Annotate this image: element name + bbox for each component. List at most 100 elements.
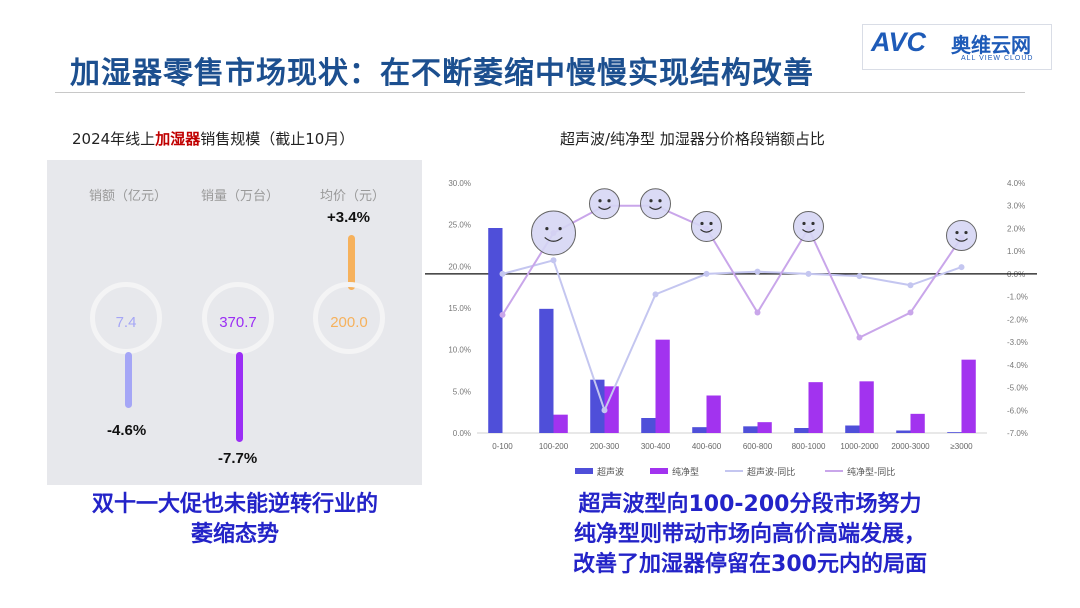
right-axis-tick-label: 3.0% <box>1007 202 1025 211</box>
right-caption-line-2: 纯净型则带动市场向高价高端发展， <box>573 522 926 547</box>
point-ultrasonic-yoy <box>499 270 506 277</box>
left-title-highlight: 加湿器 <box>155 130 201 148</box>
left-title-suffix: 销售规模（截止10月） <box>200 130 355 148</box>
x-category-label: 200-300 <box>590 442 620 451</box>
left-axis-tick-label: 25.0% <box>448 221 471 230</box>
smiley-icon <box>691 210 722 242</box>
smiley-mouth <box>544 236 563 242</box>
legend-label: 纯净型-同比 <box>847 466 895 478</box>
left-caption-line-1: 双十一大促也未能逆转行业的 <box>91 492 378 517</box>
logo-en-text: ALL VIEW CLOUD <box>961 55 1034 62</box>
right-axis-tick-label: -2.0% <box>1007 315 1028 324</box>
bar-ultrasonic <box>539 308 554 433</box>
smiley-eye <box>964 230 968 235</box>
kpi-volume-change-bar <box>236 352 243 442</box>
kpi-price-ring <box>313 282 385 354</box>
smiley-icon <box>946 220 977 252</box>
left-axis-tick-label: 15.0% <box>448 304 471 313</box>
point-ultrasonic-yoy <box>856 273 863 280</box>
kpi-sales-change-bar <box>125 352 132 408</box>
chart-title: 超声波/纯净型 加湿器分价格段销额占比 <box>560 130 825 148</box>
smiley-icon <box>531 210 576 256</box>
kpi-sales-value: 7.4 <box>115 314 137 331</box>
bar-ultrasonic <box>845 425 860 433</box>
smiley-mouth <box>649 206 662 210</box>
x-category-label: 300-400 <box>641 442 671 451</box>
right-axis-tick-label: -7.0% <box>1007 429 1028 438</box>
left-caption-line-2: 萎缩态势 <box>190 522 279 547</box>
left-axis-tick-label: 5.0% <box>453 387 471 396</box>
kpi-sales-change: -4.6% <box>107 422 147 439</box>
smiley-eye <box>607 199 611 203</box>
left-axis-tick-label: 20.0% <box>448 262 471 271</box>
legend-swatch <box>650 468 668 474</box>
smiley-icon <box>793 210 824 242</box>
point-pure-yoy <box>754 309 761 316</box>
bar-ultrasonic <box>947 432 962 433</box>
bar-ultrasonic <box>794 428 809 433</box>
x-category-label: 400-600 <box>692 442 722 451</box>
right-axis-tick-label: -6.0% <box>1007 406 1028 415</box>
smiley-icon <box>589 188 620 220</box>
point-pure-yoy <box>907 309 914 316</box>
smiley-eye <box>649 199 653 203</box>
left-title-prefix: 2024年线上 <box>72 130 156 148</box>
right-caption-line-3: 改善了加湿器停留在300元内的局面 <box>573 552 927 577</box>
bar-pure <box>655 339 670 433</box>
kpi-price-change: +3.4% <box>327 209 370 226</box>
legend-label: 纯净型 <box>672 466 699 478</box>
bar-pure <box>553 414 568 433</box>
line-ultrasonic-yoy <box>502 259 962 414</box>
x-category-label: 100-200 <box>539 442 569 451</box>
kpi-volume-label: 销量（万台） <box>201 189 280 204</box>
point-ultrasonic-yoy <box>805 270 812 277</box>
left-axis-tick-label: 10.0% <box>448 346 471 355</box>
page-title: 加湿器零售市场现状：在不断萎缩中慢慢实现结构改善 <box>70 56 814 91</box>
point-ultrasonic-yoy <box>754 268 761 275</box>
bar-ultrasonic <box>590 379 605 433</box>
smiley-eye <box>558 227 562 231</box>
smiley-mouth <box>802 228 815 233</box>
right-axis-tick-label: 1.0% <box>1007 247 1025 256</box>
bar-ultrasonic <box>488 228 503 433</box>
left-axis-tick-label: 0.0% <box>453 429 471 438</box>
smiley-mouth <box>598 206 611 210</box>
x-category-label: ≥3000 <box>950 442 973 451</box>
smiley-mouth <box>700 228 713 233</box>
line-pure-yoy <box>501 204 963 339</box>
left-panel-title: 2024年线上加湿器销售规模（截止10月） <box>72 128 354 149</box>
kpi-sales-label: 销额（亿元） <box>89 189 168 204</box>
point-ultrasonic-yoy <box>907 282 914 289</box>
logo-avc-text: AVC <box>871 27 927 57</box>
kpi-panel: 销额（亿元） 7.4 -4.6% 销量（万台） 370.7 -7.7% 均价（元… <box>47 160 422 485</box>
smiley-eye <box>709 221 713 226</box>
right-axis-tick-label: -5.0% <box>1007 384 1028 393</box>
bar-ultrasonic <box>641 418 656 433</box>
bar-ultrasonic <box>692 427 707 433</box>
smiley-eye <box>955 230 959 235</box>
bar-pure <box>859 381 874 433</box>
smiley-eye <box>802 221 806 226</box>
bar-pure <box>757 422 772 433</box>
avc-logo: AVC 奥维云网 ALL VIEW CLOUD <box>862 24 1052 70</box>
bar-pure <box>808 382 823 433</box>
left-axis-tick-label: 30.0% <box>448 179 471 188</box>
point-ultrasonic-yoy <box>958 264 965 271</box>
point-ultrasonic-yoy <box>703 270 710 277</box>
right-axis-tick-label: 2.0% <box>1007 224 1025 233</box>
point-pure-yoy <box>856 334 863 341</box>
smiley-icon <box>640 188 671 220</box>
right-axis-tick-label: -4.0% <box>1007 361 1028 370</box>
right-caption: 超声波型向100-200分段市场努力 纯净型则带动市场向高价高端发展， 改善了加… <box>500 490 1000 580</box>
x-category-label: 800-1000 <box>792 442 826 451</box>
bar-ultrasonic <box>896 430 911 433</box>
right-axis-tick-label: 4.0% <box>1007 179 1025 188</box>
x-category-label: 0-100 <box>492 442 513 451</box>
right-axis-tick-label: -1.0% <box>1007 293 1028 302</box>
left-caption: 双十一大促也未能逆转行业的 萎缩态势 <box>40 490 430 550</box>
smiley-eye <box>598 199 602 203</box>
legend-label: 超声波-同比 <box>747 466 795 478</box>
kpi-volume-change: -7.7% <box>218 450 258 467</box>
kpi-volume-ring <box>202 282 274 354</box>
point-ultrasonic-yoy <box>550 257 557 264</box>
